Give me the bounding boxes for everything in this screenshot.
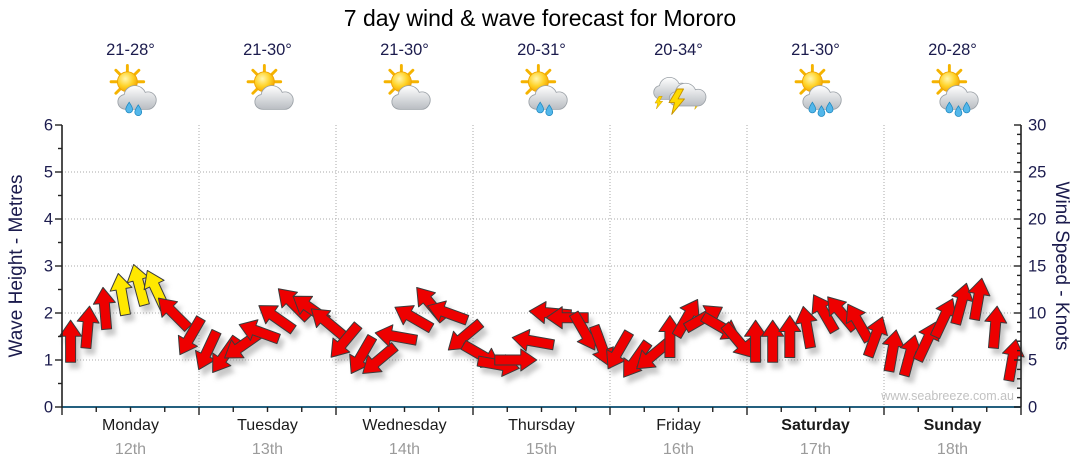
left-axis-title: Wave Height - Metres <box>6 174 27 358</box>
day-temp: 21-28° <box>106 41 155 59</box>
wind-arrows <box>59 264 1025 383</box>
wind-arrow <box>511 328 555 352</box>
wind-arrow <box>794 305 818 350</box>
right-axis-title: Wind Speed - Knots <box>1051 181 1072 351</box>
wind-arrow <box>394 305 435 334</box>
wind-arrow <box>177 315 206 356</box>
right-axis-tick-label: 10 <box>1028 305 1046 323</box>
day-temp: 21-30° <box>791 41 840 59</box>
wind-arrow <box>92 286 116 331</box>
day-header: 20-31° <box>473 40 610 118</box>
wind-arrow <box>720 321 753 358</box>
wind-arrow <box>59 319 83 363</box>
left-axis-tick-label: 3 <box>44 258 53 276</box>
wind-arrow <box>863 316 888 359</box>
wind-arrow <box>984 305 1008 349</box>
wind-arrow <box>950 282 974 326</box>
day-header: 21-28° <box>62 40 199 118</box>
date-label: 17th <box>799 441 832 458</box>
day-header: 21-30° <box>336 40 473 118</box>
day-temp: 21-30° <box>243 41 292 59</box>
left-axis-tick-label: 0 <box>44 399 53 417</box>
wind-arrow <box>362 342 399 374</box>
day-label: Saturday <box>781 417 850 434</box>
date-label: 13th <box>251 441 284 458</box>
right-axis-tick-label: 30 <box>1028 117 1046 135</box>
wind-arrow <box>157 297 193 332</box>
day-label: Friday <box>656 417 701 434</box>
day-header: 20-28° <box>884 40 1021 118</box>
day-header: 21-30° <box>747 40 884 118</box>
axes: 0 1 2 3 4 5 6 0 5 10 15 20 25 30 <box>44 117 1047 417</box>
date-label: 18th <box>936 441 969 458</box>
wind-arrow <box>623 339 653 378</box>
day-temp: 20-28° <box>928 41 977 59</box>
wind-arrow <box>109 273 133 317</box>
wind-arrow <box>374 324 418 347</box>
day-header: 20-34° <box>610 40 747 118</box>
wind-arrow <box>545 306 589 330</box>
right-axis-tick-label: 5 <box>1028 352 1037 370</box>
wind-arrow <box>967 277 991 321</box>
day-temp: 20-31° <box>517 41 566 59</box>
date-label: 16th <box>662 441 695 458</box>
wind-arrow <box>761 319 785 363</box>
wind-arrow <box>778 315 802 358</box>
day-label: Monday <box>102 417 159 434</box>
day-label: Tuesday <box>237 417 298 434</box>
left-axis-tick-label: 2 <box>44 305 53 323</box>
day-label: Sunday <box>923 417 982 434</box>
right-axis-tick-label: 20 <box>1028 211 1046 229</box>
day-label: Wednesday <box>362 417 447 434</box>
left-axis-tick-label: 1 <box>44 352 53 370</box>
wind-arrow <box>277 288 313 323</box>
left-axis-tick-label: 5 <box>44 164 53 182</box>
day-header: 21-30° <box>199 40 336 118</box>
wind-arrow <box>1001 338 1025 383</box>
wind-arrow <box>427 300 470 326</box>
right-axis-tick-label: 0 <box>1028 399 1037 417</box>
wind-arrow <box>238 319 281 345</box>
page-title: 7 day wind & wave forecast for Mororo <box>343 5 737 31</box>
wind-arrow <box>258 305 297 335</box>
right-axis-tick-label: 15 <box>1028 258 1046 276</box>
wind-arrow <box>76 305 100 349</box>
date-label: 15th <box>525 441 558 458</box>
wind-arrow <box>827 296 860 333</box>
day-label: Thursday <box>508 417 575 434</box>
date-label: 12th <box>114 441 147 458</box>
right-axis-tick-label: 25 <box>1028 164 1046 182</box>
wind-arrow <box>330 321 363 358</box>
day-temp: 21-30° <box>380 41 429 59</box>
left-axis-tick-label: 4 <box>44 211 53 229</box>
watermark: www.seabreeze.com.au <box>881 389 1014 403</box>
left-axis-tick-label: 6 <box>44 117 53 135</box>
wind-arrow <box>494 348 538 372</box>
date-label: 14th <box>388 441 421 458</box>
day-temp: 20-34° <box>654 41 703 59</box>
